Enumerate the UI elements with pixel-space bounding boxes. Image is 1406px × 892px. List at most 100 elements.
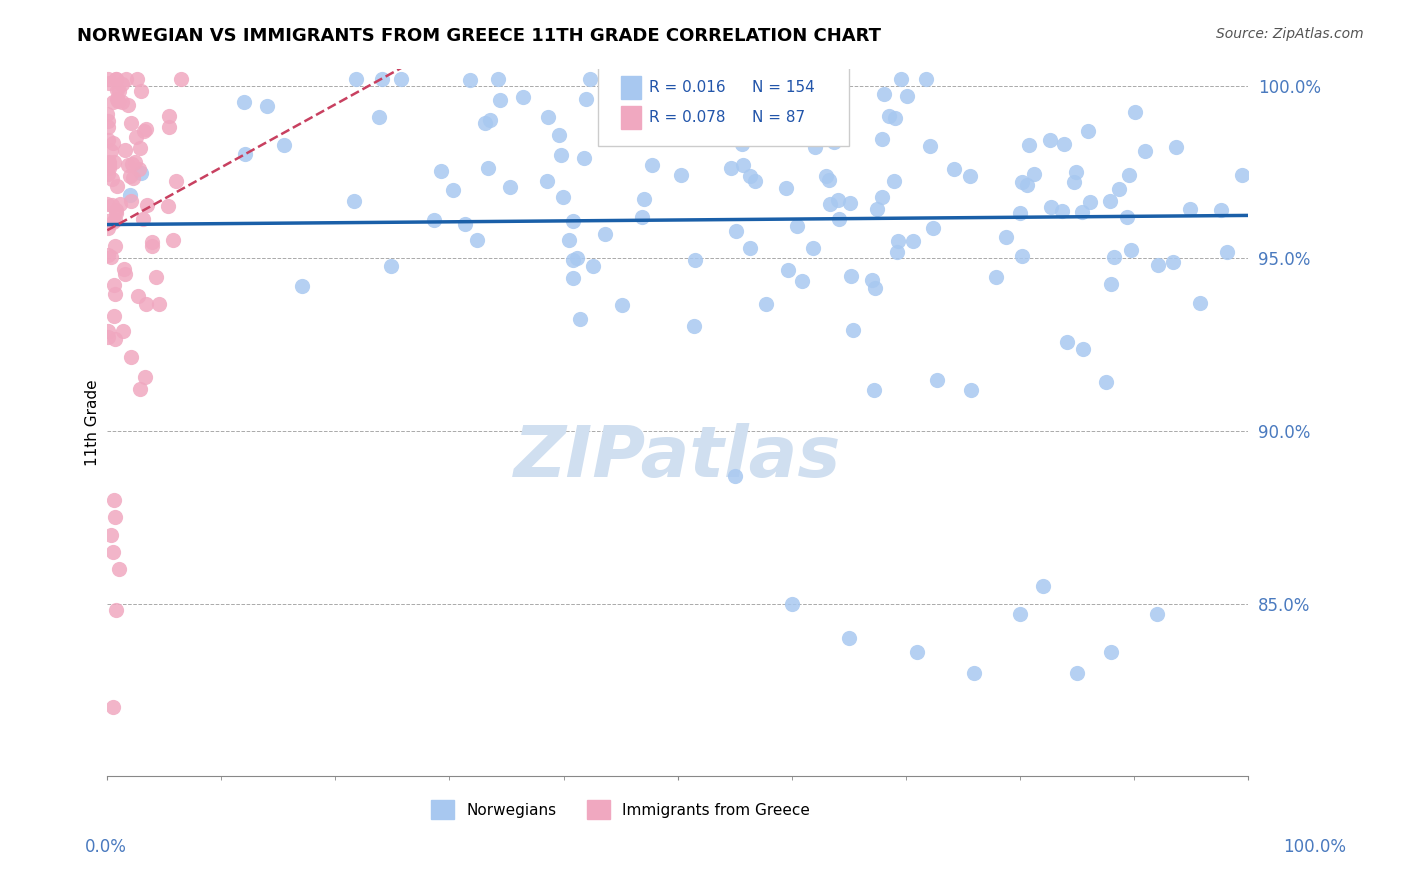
- FancyBboxPatch shape: [620, 106, 641, 128]
- Point: [548, 128, 571, 142]
- Point: [368, 110, 391, 124]
- Point: [135, 122, 157, 136]
- Point: [101, 95, 124, 110]
- Point: [860, 273, 883, 287]
- Point: [814, 169, 837, 183]
- Point: [630, 210, 652, 224]
- Point: [103, 278, 125, 293]
- Point: [96, 107, 118, 121]
- Y-axis label: 11th Grade: 11th Grade: [86, 379, 100, 466]
- Point: [827, 193, 849, 207]
- Point: [582, 259, 605, 273]
- Point: [720, 161, 742, 175]
- Point: [744, 174, 766, 188]
- Point: [1230, 168, 1253, 182]
- Point: [683, 252, 706, 267]
- Point: [101, 171, 124, 186]
- Legend: Norwegians, Immigrants from Greece: Norwegians, Immigrants from Greece: [425, 794, 815, 825]
- Point: [165, 174, 187, 188]
- Point: [104, 286, 127, 301]
- Point: [344, 71, 367, 86]
- Point: [157, 199, 180, 213]
- Point: [574, 151, 596, 165]
- Point: [100, 527, 122, 541]
- Point: [474, 116, 496, 130]
- Point: [1073, 342, 1095, 356]
- Point: [145, 269, 167, 284]
- Point: [995, 230, 1018, 244]
- Point: [125, 130, 148, 145]
- Point: [602, 71, 624, 86]
- Point: [828, 212, 851, 227]
- Point: [120, 116, 142, 130]
- Point: [918, 139, 941, 153]
- Point: [873, 87, 896, 101]
- Text: 100.0%: 100.0%: [1284, 838, 1346, 855]
- Point: [104, 71, 127, 86]
- Point: [97, 221, 120, 235]
- Point: [107, 562, 129, 576]
- Point: [1050, 203, 1073, 218]
- Point: [127, 71, 149, 86]
- Point: [787, 99, 810, 113]
- Point: [1011, 175, 1033, 189]
- Point: [922, 220, 945, 235]
- Point: [1119, 243, 1142, 257]
- Point: [105, 603, 128, 617]
- Point: [129, 382, 152, 396]
- Point: [731, 136, 754, 151]
- Point: [1133, 144, 1156, 158]
- Point: [865, 281, 887, 295]
- Point: [111, 324, 134, 338]
- Point: [725, 112, 748, 126]
- Point: [740, 169, 762, 183]
- Point: [111, 77, 134, 91]
- Point: [103, 155, 125, 169]
- Point: [1053, 137, 1076, 152]
- Point: [132, 211, 155, 226]
- Point: [98, 76, 121, 90]
- Point: [818, 196, 841, 211]
- Point: [1161, 255, 1184, 269]
- Point: [818, 172, 841, 186]
- Point: [1147, 258, 1170, 272]
- Text: R = 0.016: R = 0.016: [650, 80, 725, 95]
- Point: [915, 71, 938, 86]
- Point: [901, 235, 924, 249]
- Point: [97, 248, 120, 262]
- Point: [905, 645, 928, 659]
- Point: [103, 310, 125, 324]
- Point: [105, 92, 128, 106]
- Point: [761, 117, 783, 131]
- Point: [114, 261, 136, 276]
- Point: [101, 197, 124, 211]
- Point: [97, 158, 120, 172]
- Point: [122, 171, 145, 186]
- Point: [105, 206, 128, 220]
- Point: [141, 239, 163, 253]
- Point: [170, 71, 193, 86]
- Point: [233, 95, 256, 110]
- Point: [128, 161, 150, 176]
- Point: [273, 137, 295, 152]
- Point: [127, 289, 149, 303]
- Point: [569, 312, 592, 326]
- Point: [454, 217, 477, 231]
- Point: [97, 156, 120, 170]
- Point: [963, 665, 986, 680]
- Point: [671, 168, 693, 182]
- Point: [467, 233, 489, 247]
- Point: [866, 202, 889, 216]
- Point: [1077, 124, 1099, 138]
- Point: [458, 72, 481, 87]
- Text: NORWEGIAN VS IMMIGRANTS FROM GREECE 11TH GRADE CORRELATION CHART: NORWEGIAN VS IMMIGRANTS FROM GREECE 11TH…: [77, 27, 882, 45]
- Point: [1056, 335, 1078, 350]
- Point: [1146, 607, 1168, 621]
- Point: [97, 330, 120, 344]
- Point: [558, 233, 581, 247]
- Point: [1123, 105, 1146, 120]
- Point: [776, 263, 799, 277]
- Point: [111, 95, 134, 109]
- Point: [97, 114, 120, 128]
- Point: [683, 318, 706, 333]
